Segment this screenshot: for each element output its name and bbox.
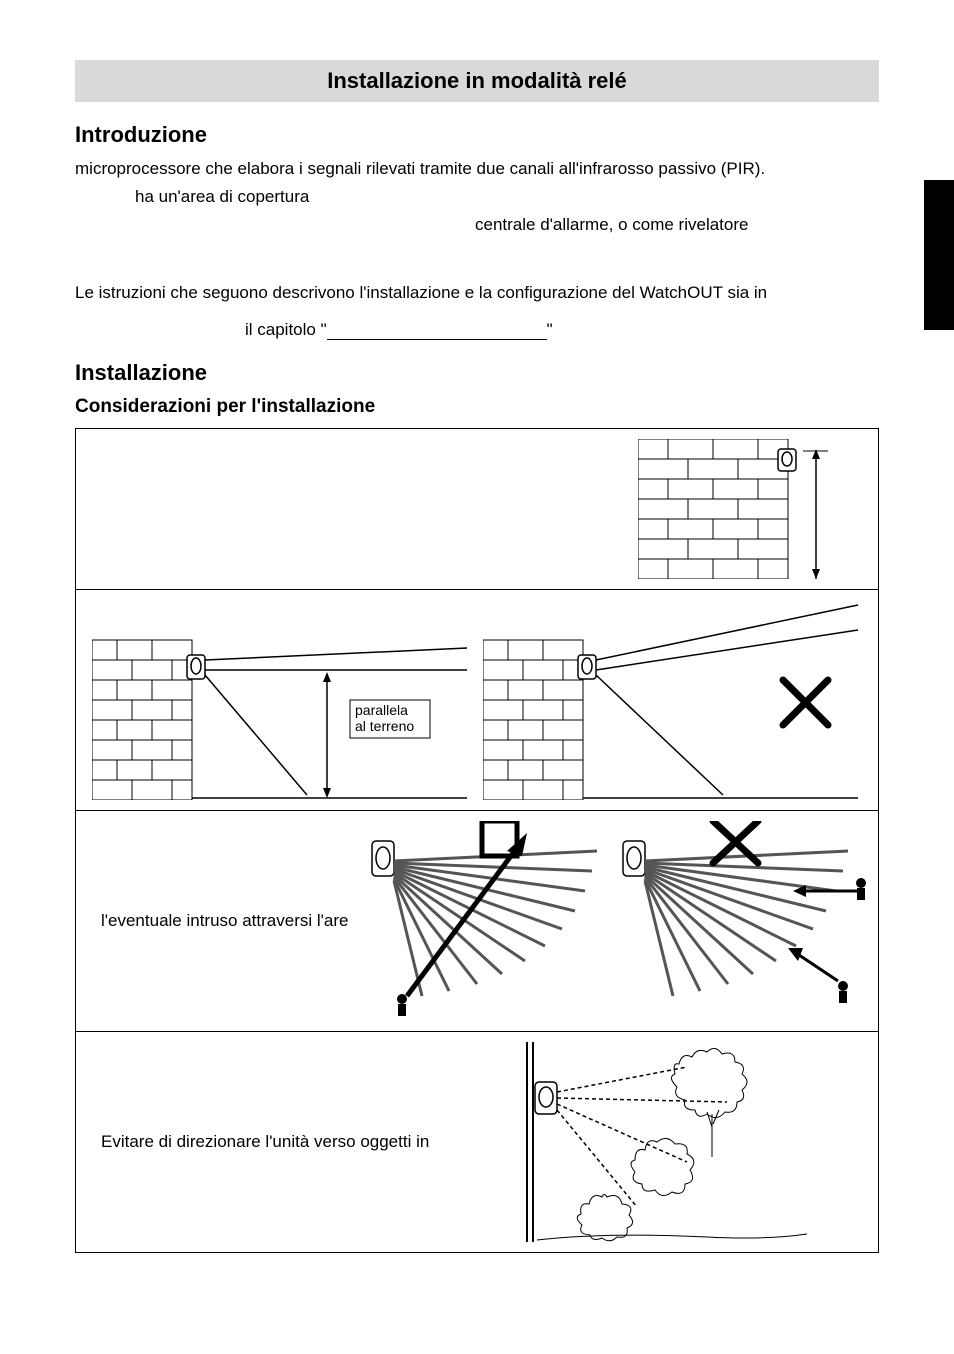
- diagram-row-parallel: parallela al terreno: [76, 590, 878, 811]
- chapter-underline: [327, 320, 547, 340]
- intro-line1: microprocessore che elabora i segnali ri…: [75, 158, 879, 181]
- diagram-row-crossing: l'eventuale intruso attraversi l'are: [76, 811, 878, 1032]
- chapter-suffix: ": [547, 320, 553, 340]
- wall-height-svg: [638, 439, 838, 579]
- parallel-wrong-svg: [483, 600, 863, 800]
- chapter-line: il capitolo " ": [245, 320, 879, 340]
- trees-svg: [507, 1042, 827, 1242]
- fan-wrong-svg: [618, 821, 868, 1021]
- install-heading: Installazione: [75, 360, 879, 386]
- row4-text: Evitare di direzionare l'unità verso ogg…: [86, 1132, 466, 1152]
- intro-line3: centrale d'allarme, o come rivelatore: [475, 214, 879, 237]
- row3-text: l'eventuale intruso attraversi l'are: [86, 911, 366, 931]
- intro-line2: ha un'area di copertura: [135, 186, 879, 209]
- header-bar: Installazione in modalità relé: [75, 60, 879, 102]
- svg-text:parallela: parallela: [355, 702, 408, 718]
- chapter-prefix: il capitolo ": [245, 320, 327, 340]
- diagram-box: parallela al terreno: [75, 428, 879, 1253]
- svg-text:al terreno: al terreno: [355, 718, 414, 734]
- intro-heading: Introduzione: [75, 122, 879, 148]
- diagram-row-height: [76, 429, 878, 590]
- parallel-correct-svg: parallela al terreno: [92, 600, 472, 800]
- install-subheading: Considerazioni per l'installazione: [75, 396, 879, 418]
- intro-line4: Le istruzioni che seguono descrivono l'i…: [75, 282, 879, 305]
- header-title: Installazione in modalità relé: [327, 68, 627, 93]
- diagram-row-trees: Evitare di direzionare l'unità verso ogg…: [76, 1032, 878, 1252]
- page-content: Installazione in modalità relé Introduzi…: [0, 0, 954, 1293]
- fan-correct-svg: [367, 821, 617, 1021]
